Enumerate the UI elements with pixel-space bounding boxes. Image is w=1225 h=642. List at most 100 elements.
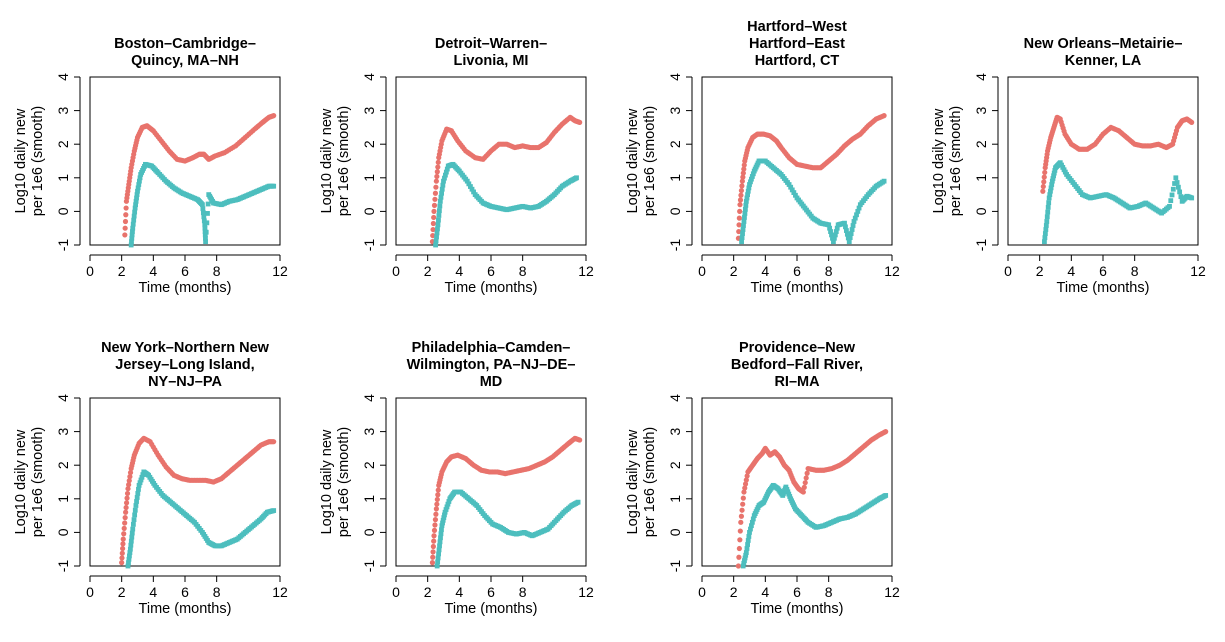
teal-data-point	[443, 507, 449, 512]
red-data-point	[122, 520, 128, 526]
teal-data-point	[200, 202, 205, 208]
chart-title-line: Kenner, LA	[1065, 53, 1142, 69]
red-data-point	[741, 162, 747, 168]
y-tick-label: 1	[55, 174, 71, 182]
y-tick-label: 2	[361, 461, 377, 469]
x-tick-label: 12	[578, 584, 594, 600]
x-tick-label: 4	[761, 263, 769, 279]
red-data-point	[881, 113, 887, 119]
series-points	[429, 435, 583, 566]
teal-data-point	[851, 219, 857, 224]
red-data-point	[122, 515, 128, 521]
x-tick-label: 0	[86, 584, 94, 600]
teal-data-point	[743, 198, 749, 204]
teal-data-point	[136, 486, 141, 492]
teal-data-point	[437, 203, 443, 209]
teal-data-point	[1189, 195, 1195, 201]
teal-data-point	[130, 229, 135, 234]
chart-panel: Boston–Cambridge– Quincy, MA–NH 0 2 4 6 8 12 Tim…	[0, 0, 306, 321]
teal-data-point	[1177, 189, 1183, 195]
red-data-point	[738, 519, 744, 525]
teal-data-point	[128, 538, 134, 544]
teal-data-point	[438, 535, 443, 541]
y-tick-label: 0	[55, 528, 71, 536]
teal-data-point	[435, 559, 441, 565]
x-tick-label: 4	[149, 584, 157, 600]
teal-data-point	[436, 217, 441, 223]
plot-frame	[89, 76, 281, 246]
y-tick-label: 0	[667, 528, 683, 536]
red-data-point	[739, 507, 745, 513]
red-data-point	[739, 178, 745, 184]
series-points	[125, 469, 277, 569]
red-data-point	[736, 215, 742, 221]
y-tick-label: 2	[55, 140, 71, 148]
teal-data-point	[127, 550, 133, 555]
teal-data-point	[128, 542, 134, 548]
teal-data-point	[203, 229, 209, 235]
chart-title-line: Providence–New	[739, 340, 856, 356]
y-tick-label: 4	[361, 73, 377, 81]
red-data-point	[740, 174, 746, 180]
teal-data-point	[436, 547, 442, 553]
x-tick-label: 4	[455, 263, 463, 279]
teal-data-point	[130, 526, 136, 532]
teal-data-point	[847, 235, 853, 241]
teal-data-point	[1044, 219, 1050, 224]
y-tick-label: -1	[667, 239, 683, 252]
teal-data-point	[1168, 198, 1174, 204]
teal-data-point	[745, 542, 750, 547]
red-data-point	[121, 525, 127, 531]
x-tick-label: 8	[825, 263, 833, 279]
red-data-point	[126, 478, 132, 484]
series-points	[429, 114, 583, 245]
red-data-point	[122, 218, 129, 225]
teal-data-point	[791, 190, 797, 195]
teal-data-point	[129, 534, 135, 540]
x-tick-label: 12	[578, 263, 594, 279]
red-data-point	[1040, 183, 1046, 190]
teal-data-point	[436, 551, 441, 557]
red-data-point	[741, 166, 747, 172]
series-points	[1042, 160, 1195, 245]
teal-data-point	[435, 226, 440, 232]
teal-data-point	[129, 232, 135, 238]
teal-data-point	[434, 563, 440, 569]
plot-frame	[89, 397, 281, 567]
y-tick-label: 0	[973, 207, 989, 215]
teal-data-point	[1045, 204, 1051, 210]
red-data-point	[883, 429, 889, 435]
teal-data-point	[137, 175, 143, 181]
teal-data-point	[1173, 175, 1179, 181]
chart-title-line: Livonia, MI	[454, 53, 529, 69]
x-tick-label: 8	[825, 584, 833, 600]
teal-data-point	[1170, 186, 1176, 192]
red-data-point	[430, 549, 436, 555]
y-axis-label-line: Log10 daily new	[13, 429, 29, 534]
teal-data-point	[136, 182, 142, 187]
teal-data-point	[439, 190, 444, 196]
chart-panel: Philadelphia–Camden– Wilmington, PA–NJ–DE…	[306, 321, 612, 642]
teal-data-point	[439, 523, 445, 529]
teal-data-point	[439, 527, 444, 533]
x-tick-label: 8	[519, 263, 527, 279]
red-data-point	[123, 212, 129, 218]
x-tick-label: 6	[487, 584, 495, 600]
red-data-point	[430, 543, 436, 550]
teal-data-point	[130, 221, 136, 227]
teal-data-point	[1167, 203, 1172, 209]
teal-data-point	[444, 504, 450, 510]
teal-data-point	[134, 192, 140, 197]
teal-data-point	[437, 198, 443, 204]
red-data-point	[743, 477, 749, 483]
teal-data-point	[131, 517, 137, 523]
x-tick-label: 0	[1004, 263, 1012, 279]
red-data-point	[433, 506, 439, 512]
y-axis-label-line: per 1e6 (smooth)	[948, 106, 964, 216]
teal-data-point	[133, 202, 138, 208]
x-tick-label: 6	[1099, 263, 1107, 279]
x-tick-label: 0	[86, 263, 94, 279]
teal-data-point	[133, 503, 139, 508]
series-points	[128, 161, 277, 248]
teal-data-point	[741, 223, 746, 228]
